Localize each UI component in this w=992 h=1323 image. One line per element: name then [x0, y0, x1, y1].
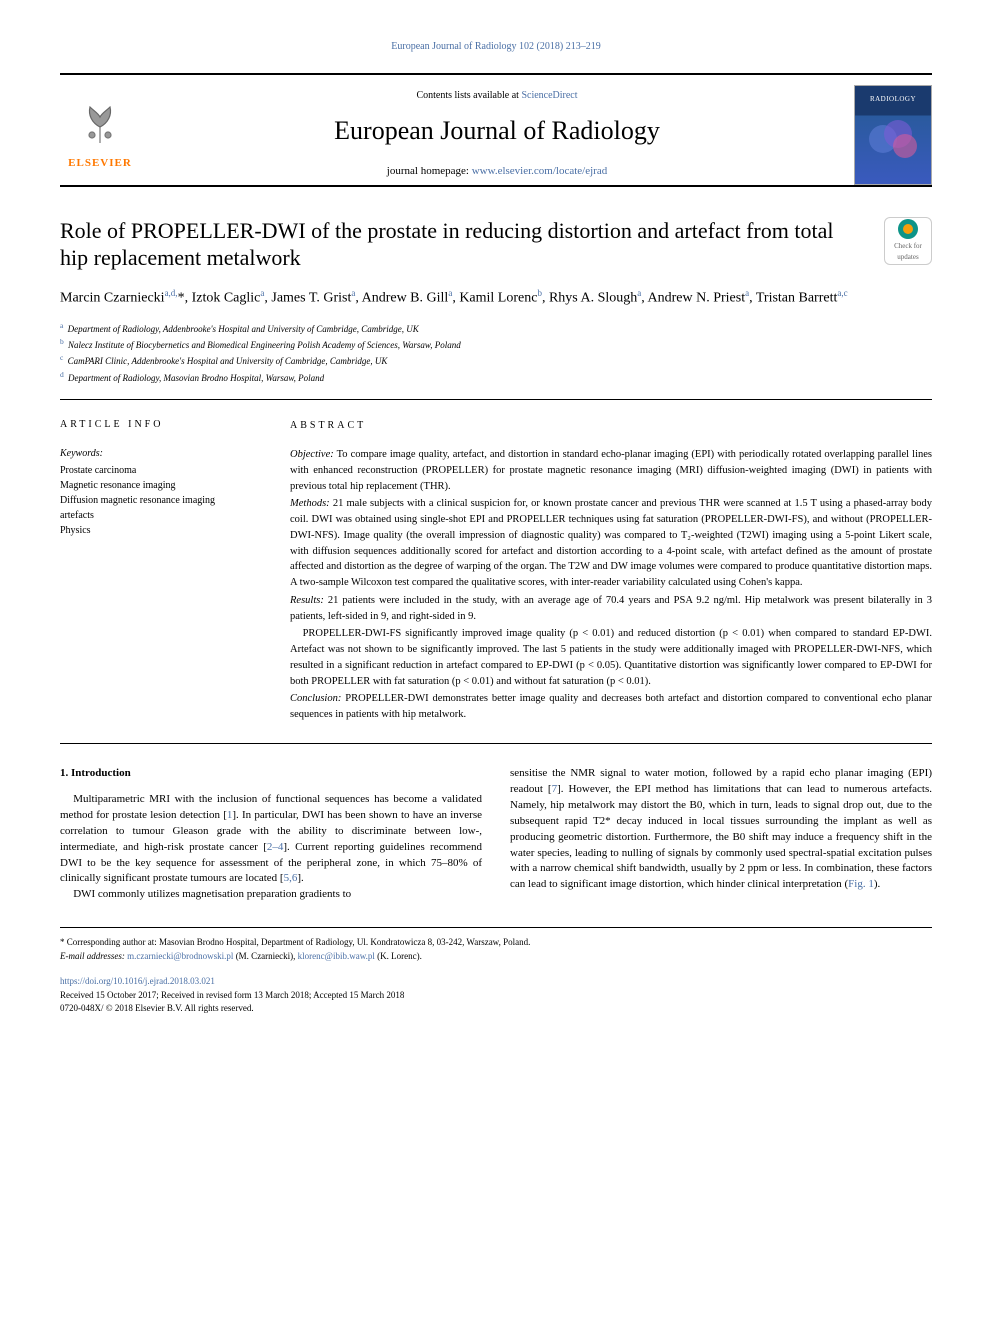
intro-p1-d: ].	[297, 872, 303, 884]
keywords-list: Prostate carcinomaMagnetic resonance ima…	[60, 463, 260, 538]
introduction-heading: 1. Introduction	[60, 766, 482, 782]
abstract-results2: PROPELLER-DWI-FS significantly improved …	[290, 626, 932, 689]
body-text: 1. Introduction Multiparametric MRI with…	[60, 766, 932, 904]
received-dates: Received 15 October 2017; Received in re…	[60, 989, 932, 1003]
keyword-item: artefacts	[60, 508, 260, 523]
conclusion-label: Conclusion:	[290, 693, 341, 704]
email-name-2: (K. Lorenc).	[375, 951, 422, 961]
keyword-item: Magnetic resonance imaging	[60, 478, 260, 493]
results-text-2: PROPELLER-DWI-FS significantly improved …	[290, 628, 932, 686]
affiliation-line: b Nalecz Institute of Biocybernetics and…	[60, 336, 932, 352]
email-label: E-mail addresses:	[60, 951, 127, 961]
abstract-results1: Results: 21 patients were included in th…	[290, 593, 932, 625]
article-info-heading: ARTICLE INFO	[60, 418, 260, 433]
copyright-line: 0720-048X/ © 2018 Elsevier B.V. All righ…	[60, 1002, 932, 1016]
abstract-methods: Methods: 21 male subjects with a clinica…	[290, 496, 932, 591]
divider	[60, 399, 932, 400]
homepage-link[interactable]: www.elsevier.com/locate/ejrad	[472, 165, 608, 177]
journal-header-center: Contents lists available at ScienceDirec…	[140, 89, 854, 179]
abstract-objective: Objective: To compare image quality, art…	[290, 447, 932, 494]
abstract-conclusion: Conclusion: PROPELLER-DWI demonstrates b…	[290, 691, 932, 723]
email-link-2[interactable]: klorenc@ibib.waw.pl	[298, 951, 375, 961]
elsevier-tree-icon	[78, 97, 122, 152]
journal-name: European Journal of Radiology	[140, 112, 854, 150]
journal-header-bar: ELSEVIER Contents lists available at Sci…	[60, 73, 932, 187]
intro-p3: sensitise the NMR signal to water motion…	[510, 766, 932, 894]
methods-label: Methods:	[290, 498, 330, 509]
intro-p3-c: ).	[874, 878, 880, 890]
check-updates-line1: Check for	[894, 241, 922, 251]
objective-label: Objective:	[290, 449, 334, 460]
doi-link[interactable]: https://doi.org/10.1016/j.ejrad.2018.03.…	[60, 976, 215, 986]
email-addresses: E-mail addresses: m.czarniecki@brodnowsk…	[60, 950, 932, 964]
affiliation-line: c CamPARI Clinic, Addenbrooke's Hospital…	[60, 352, 932, 368]
ref-link-5-6[interactable]: 5,6	[284, 872, 298, 884]
email-name-1: (M. Czarniecki),	[233, 951, 297, 961]
issue-citation: European Journal of Radiology 102 (2018)…	[60, 40, 932, 55]
elsevier-wordmark: ELSEVIER	[68, 156, 132, 172]
results-text-1: 21 patients were included in the study, …	[290, 595, 932, 622]
fig-1-link[interactable]: Fig. 1	[848, 878, 874, 890]
email-link-1[interactable]: m.czarniecki@brodnowski.pl	[127, 951, 233, 961]
journal-homepage: journal homepage: www.elsevier.com/locat…	[140, 164, 854, 180]
crossmark-icon	[898, 219, 918, 239]
contents-line: Contents lists available at ScienceDirec…	[140, 89, 854, 104]
divider	[60, 743, 932, 744]
left-column: 1. Introduction Multiparametric MRI with…	[60, 766, 482, 904]
right-column: sensitise the NMR signal to water motion…	[510, 766, 932, 904]
objective-text: To compare image quality, artefact, and …	[290, 449, 932, 492]
authors-list: Marcin Czarnieckia,d,*, Iztok Caglica, J…	[60, 286, 932, 310]
corresponding-author-note: * Corresponding author at: Masovian Brod…	[60, 936, 932, 950]
cover-title-text: RADIOLOGY	[870, 94, 916, 104]
intro-p3-b: ]. However, the EPI method has limitatio…	[510, 783, 932, 891]
elsevier-logo[interactable]: ELSEVIER	[60, 85, 140, 185]
results-label: Results:	[290, 595, 324, 606]
abstract-heading: ABSTRACT	[290, 418, 932, 433]
keywords-label: Keywords:	[60, 447, 260, 462]
affiliations-list: a Department of Radiology, Addenbrooke's…	[60, 320, 932, 386]
footnotes: * Corresponding author at: Masovian Brod…	[60, 927, 932, 963]
cover-art-icon	[863, 104, 923, 164]
intro-p1: Multiparametric MRI with the inclusion o…	[60, 792, 482, 888]
methods-text: 21 male subjects with a clinical suspici…	[290, 498, 932, 588]
affiliation-line: d Department of Radiology, Masovian Brod…	[60, 369, 932, 385]
keyword-item: Diffusion magnetic resonance imaging	[60, 493, 260, 508]
journal-cover-thumbnail[interactable]: RADIOLOGY	[854, 85, 932, 185]
affiliation-line: a Department of Radiology, Addenbrooke's…	[60, 320, 932, 336]
contents-label: Contents lists available at	[416, 90, 521, 101]
article-title: Role of PROPELLER-DWI of the prostate in…	[60, 217, 884, 272]
check-updates-line2: updates	[897, 252, 918, 262]
abstract-panel: ABSTRACT Objective: To compare image qua…	[290, 418, 932, 725]
intro-p2: DWI commonly utilizes magnetisation prep…	[60, 887, 482, 903]
article-info-panel: ARTICLE INFO Keywords: Prostate carcinom…	[60, 418, 290, 725]
check-for-updates-badge[interactable]: Check for updates	[884, 217, 932, 265]
footer-meta: https://doi.org/10.1016/j.ejrad.2018.03.…	[60, 975, 932, 1016]
keyword-item: Physics	[60, 523, 260, 538]
sciencedirect-link[interactable]: ScienceDirect	[521, 90, 577, 101]
ref-link-2-4[interactable]: 2–4	[267, 841, 284, 853]
keyword-item: Prostate carcinoma	[60, 463, 260, 478]
homepage-label: journal homepage:	[387, 165, 472, 177]
conclusion-text: PROPELLER-DWI demonstrates better image …	[290, 693, 932, 720]
